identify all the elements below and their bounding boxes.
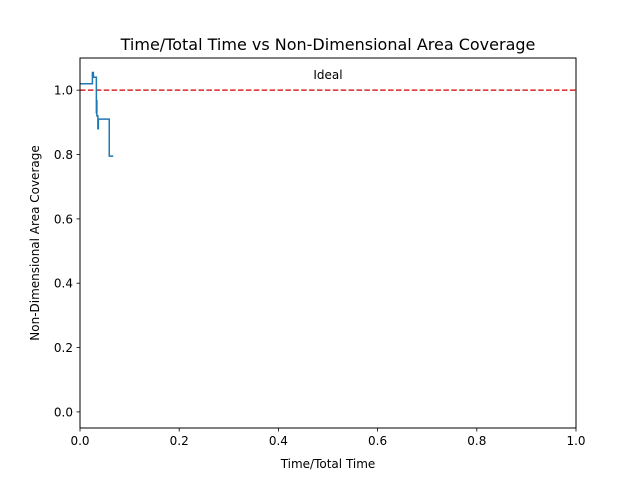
x-axis-label: Time/Total Time	[280, 457, 376, 471]
x-tick-label: 1.0	[566, 434, 585, 448]
ideal-label: Ideal	[313, 68, 342, 82]
chart-title: Time/Total Time vs Non-Dimensional Area …	[120, 35, 536, 54]
y-tick-label: 0.4	[54, 277, 73, 291]
x-tick-label: 0.4	[269, 434, 288, 448]
x-tick-label: 0.2	[170, 434, 189, 448]
x-tick-label: 0.0	[70, 434, 89, 448]
y-tick-label: 0.8	[54, 148, 73, 162]
y-tick-label: 0.2	[54, 341, 73, 355]
x-tick-label: 0.8	[467, 434, 486, 448]
y-tick-label: 0.6	[54, 212, 73, 226]
x-tick-label: 0.6	[368, 434, 387, 448]
series-line-0	[80, 71, 114, 157]
axis-ticks: 0.0 0.2 0.4 0.6 0.8 1.0 0.0 0.2 0.4 0.6 0.8 1.0	[54, 84, 586, 448]
y-tick-label: 1.0	[54, 84, 73, 98]
plot-area: Ideal	[80, 68, 576, 157]
plot-frame	[79, 57, 577, 429]
y-tick-label: 0.0	[54, 405, 73, 419]
y-axis-label: Non-Dimensional Area Coverage	[28, 145, 42, 340]
